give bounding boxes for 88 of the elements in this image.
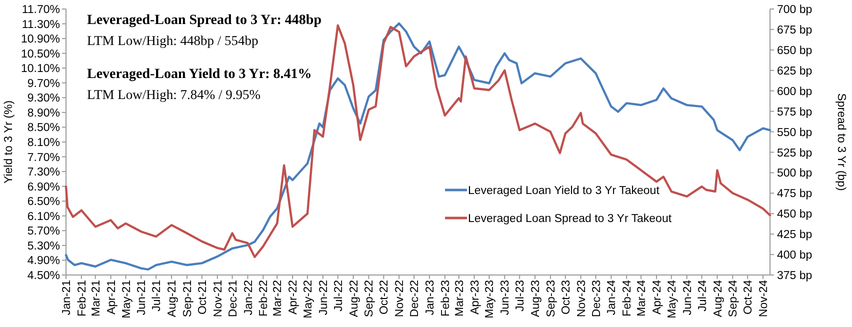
x-tick-label: Jun-21 xyxy=(136,280,148,316)
x-tick-label: Jun-22 xyxy=(318,280,330,316)
x-tick-label: Jul-24 xyxy=(696,279,709,312)
y2-tick-label: 550 bp xyxy=(777,126,812,139)
x-tick-label: Feb-23 xyxy=(440,280,452,316)
y2-tick-label: 375 bp xyxy=(777,270,812,282)
x-tick-label: Apr-24 xyxy=(652,279,664,315)
y-tick-label: 10.90% xyxy=(20,34,60,46)
y2-tick-label: 425 bp xyxy=(777,229,812,242)
y2-tick-label: 575 bp xyxy=(777,106,812,118)
x-tick-label: Aug-23 xyxy=(530,280,542,318)
y-tick-label: 7.30% xyxy=(27,166,60,179)
y-tick-label: 6.10% xyxy=(27,210,60,223)
x-tick-label: Nov-21 xyxy=(212,280,224,318)
x-tick-label: Sep-23 xyxy=(545,280,558,318)
y-tick-label: 10.50% xyxy=(20,48,60,60)
y2-tick-label: 400 bp xyxy=(777,250,812,262)
y-tick-label: 6.90% xyxy=(27,181,60,194)
x-tick-label: Feb-21 xyxy=(76,280,88,316)
x-tick-label: Sep-24 xyxy=(728,279,740,318)
x-tick-label: Oct-23 xyxy=(560,280,572,315)
y2-tick-label: 500 bp xyxy=(777,168,812,180)
x-tick-label: Mar-21 xyxy=(90,280,102,316)
y-tick-label: 10.10% xyxy=(20,63,60,76)
y-tick-label: 9.70% xyxy=(27,78,60,90)
y-tick-label: 8.50% xyxy=(27,122,60,134)
x-tick-label: Oct-21 xyxy=(196,280,209,315)
y-tick-label: 4.90% xyxy=(27,255,60,268)
x-tick-label: Jan-22 xyxy=(242,280,255,316)
annotation: LTM Low/High: 448bp / 554bp xyxy=(87,33,259,48)
annotation: Leveraged-Loan Yield to 3 Yr: 8.41% xyxy=(87,67,312,82)
x-tick-label: Oct-22 xyxy=(378,280,391,315)
x-tick-label: Aug-22 xyxy=(348,280,360,318)
x-tick-label: Jul-22 xyxy=(332,280,345,312)
y-tick-label: 5.30% xyxy=(27,240,60,252)
y2-tick-label: 475 bp xyxy=(777,188,812,200)
x-tick-label: Feb-24 xyxy=(622,279,634,316)
x-tick-label: Jun-23 xyxy=(500,280,512,316)
y-tick-label: 5.70% xyxy=(27,226,60,238)
annotation: LTM Low/High: 7.84% / 9.95% xyxy=(87,87,260,102)
annotation: Leveraged-Loan Spread to 3 Yr: 448bp xyxy=(87,13,322,28)
y-tick-label: 11.70% xyxy=(22,4,60,16)
y2-tick-label: 625 bp xyxy=(777,65,812,78)
x-tick-label: Jun-24 xyxy=(682,279,694,316)
x-tick-label: Jan-21 xyxy=(61,280,74,316)
x-tick-label: Nov-22 xyxy=(394,280,406,318)
y-tick-label: 9.30% xyxy=(27,92,60,105)
y2-axis-title: Spread to 3 Yr (bp) xyxy=(835,93,847,191)
x-tick-label: Apr-21 xyxy=(106,280,118,315)
x-tick-label: Apr-23 xyxy=(469,280,482,315)
x-tick-label: Dec-23 xyxy=(590,280,603,318)
x-tick-label: Oct-24 xyxy=(742,279,755,315)
x-tick-label: Dec-22 xyxy=(409,280,422,318)
x-tick-label: Jan-23 xyxy=(424,280,436,316)
y-tick-label: 8.10% xyxy=(27,137,60,150)
y-axis-title: Yield to 3 Yr (%) xyxy=(3,100,15,184)
x-tick-label: Sep-21 xyxy=(182,280,194,318)
x-tick-label: May-23 xyxy=(484,280,496,318)
legend-label: Leveraged Loan Spread to 3 Yr Takeout xyxy=(468,213,672,226)
x-tick-label: May-24 xyxy=(666,279,678,318)
y2-tick-label: 525 bp xyxy=(777,147,812,160)
x-tick-label: Sep-22 xyxy=(364,280,376,318)
x-tick-label: May-21 xyxy=(120,280,133,318)
y-tick-label: 7.70% xyxy=(27,152,60,164)
x-tick-label: Jan-24 xyxy=(606,279,618,316)
x-tick-label: Aug-21 xyxy=(166,280,179,318)
y-tick-label: 11.30% xyxy=(22,18,60,31)
x-tick-label: Mar-23 xyxy=(454,280,466,316)
y-tick-label: 8.90% xyxy=(27,107,60,120)
x-tick-label: Jul-21 xyxy=(151,280,164,312)
y2-tick-label: 700 bp xyxy=(777,4,812,16)
x-tick-label: Feb-22 xyxy=(258,280,270,316)
y2-tick-label: 450 bp xyxy=(777,208,812,221)
x-tick-label: Mar-22 xyxy=(272,280,284,316)
x-tick-label: Nov-23 xyxy=(576,280,588,318)
x-tick-label: Nov-24 xyxy=(758,279,770,318)
y2-tick-label: 650 bp xyxy=(777,44,812,57)
y2-tick-label: 600 bp xyxy=(777,86,812,98)
y2-tick-label: 675 bp xyxy=(777,24,812,36)
y-tick-label: 4.50% xyxy=(27,270,60,282)
legend-label: Leveraged Loan Yield to 3 Yr Takeout xyxy=(468,185,660,198)
x-tick-label: Mar-24 xyxy=(636,279,648,316)
x-tick-label: Apr-22 xyxy=(288,280,300,315)
y-tick-label: 6.50% xyxy=(27,196,60,208)
x-tick-label: Aug-24 xyxy=(712,279,724,318)
x-tick-label: Jul-23 xyxy=(514,280,527,312)
x-tick-label: Dec-21 xyxy=(227,280,240,318)
x-tick-label: May-22 xyxy=(302,280,314,318)
